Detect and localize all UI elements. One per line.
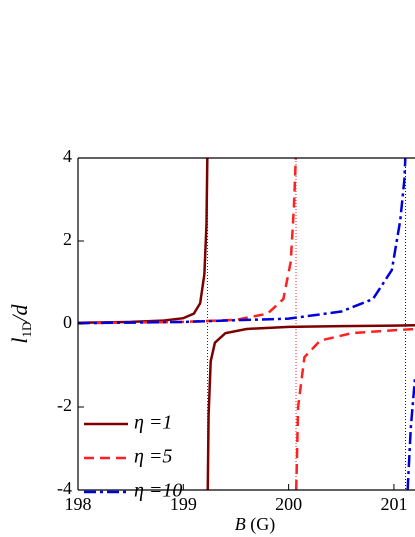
- y-tick-label: 2: [63, 229, 72, 249]
- series-line: [78, 158, 415, 490]
- series-line: [78, 158, 415, 490]
- legend-label: η =5: [134, 446, 172, 468]
- x-label-symbol: B: [235, 514, 246, 534]
- x-tick-label: 200: [275, 494, 302, 514]
- legend-label: η =1: [134, 412, 172, 434]
- y-label-main: l: [7, 337, 32, 343]
- y-axis-label: l1D/d: [7, 303, 34, 343]
- x-tick-label: 198: [65, 494, 92, 514]
- y-tick-label: 0: [63, 312, 72, 332]
- x-tick-label: 201: [380, 494, 407, 514]
- legend-label: η =10: [134, 480, 182, 502]
- x-axis-label: B (G): [235, 514, 276, 535]
- y-label-rest: /d: [7, 303, 32, 323]
- y-tick-label: -4: [57, 478, 72, 498]
- series-line: [78, 158, 415, 490]
- y-label-sub: 1D: [19, 322, 34, 338]
- y-tick-label: -2: [57, 395, 72, 415]
- x-label-unit: (G): [250, 514, 275, 535]
- plot-area: [78, 158, 415, 490]
- y-tick-label: 4: [63, 146, 72, 166]
- x-tick-label: 199: [170, 494, 197, 514]
